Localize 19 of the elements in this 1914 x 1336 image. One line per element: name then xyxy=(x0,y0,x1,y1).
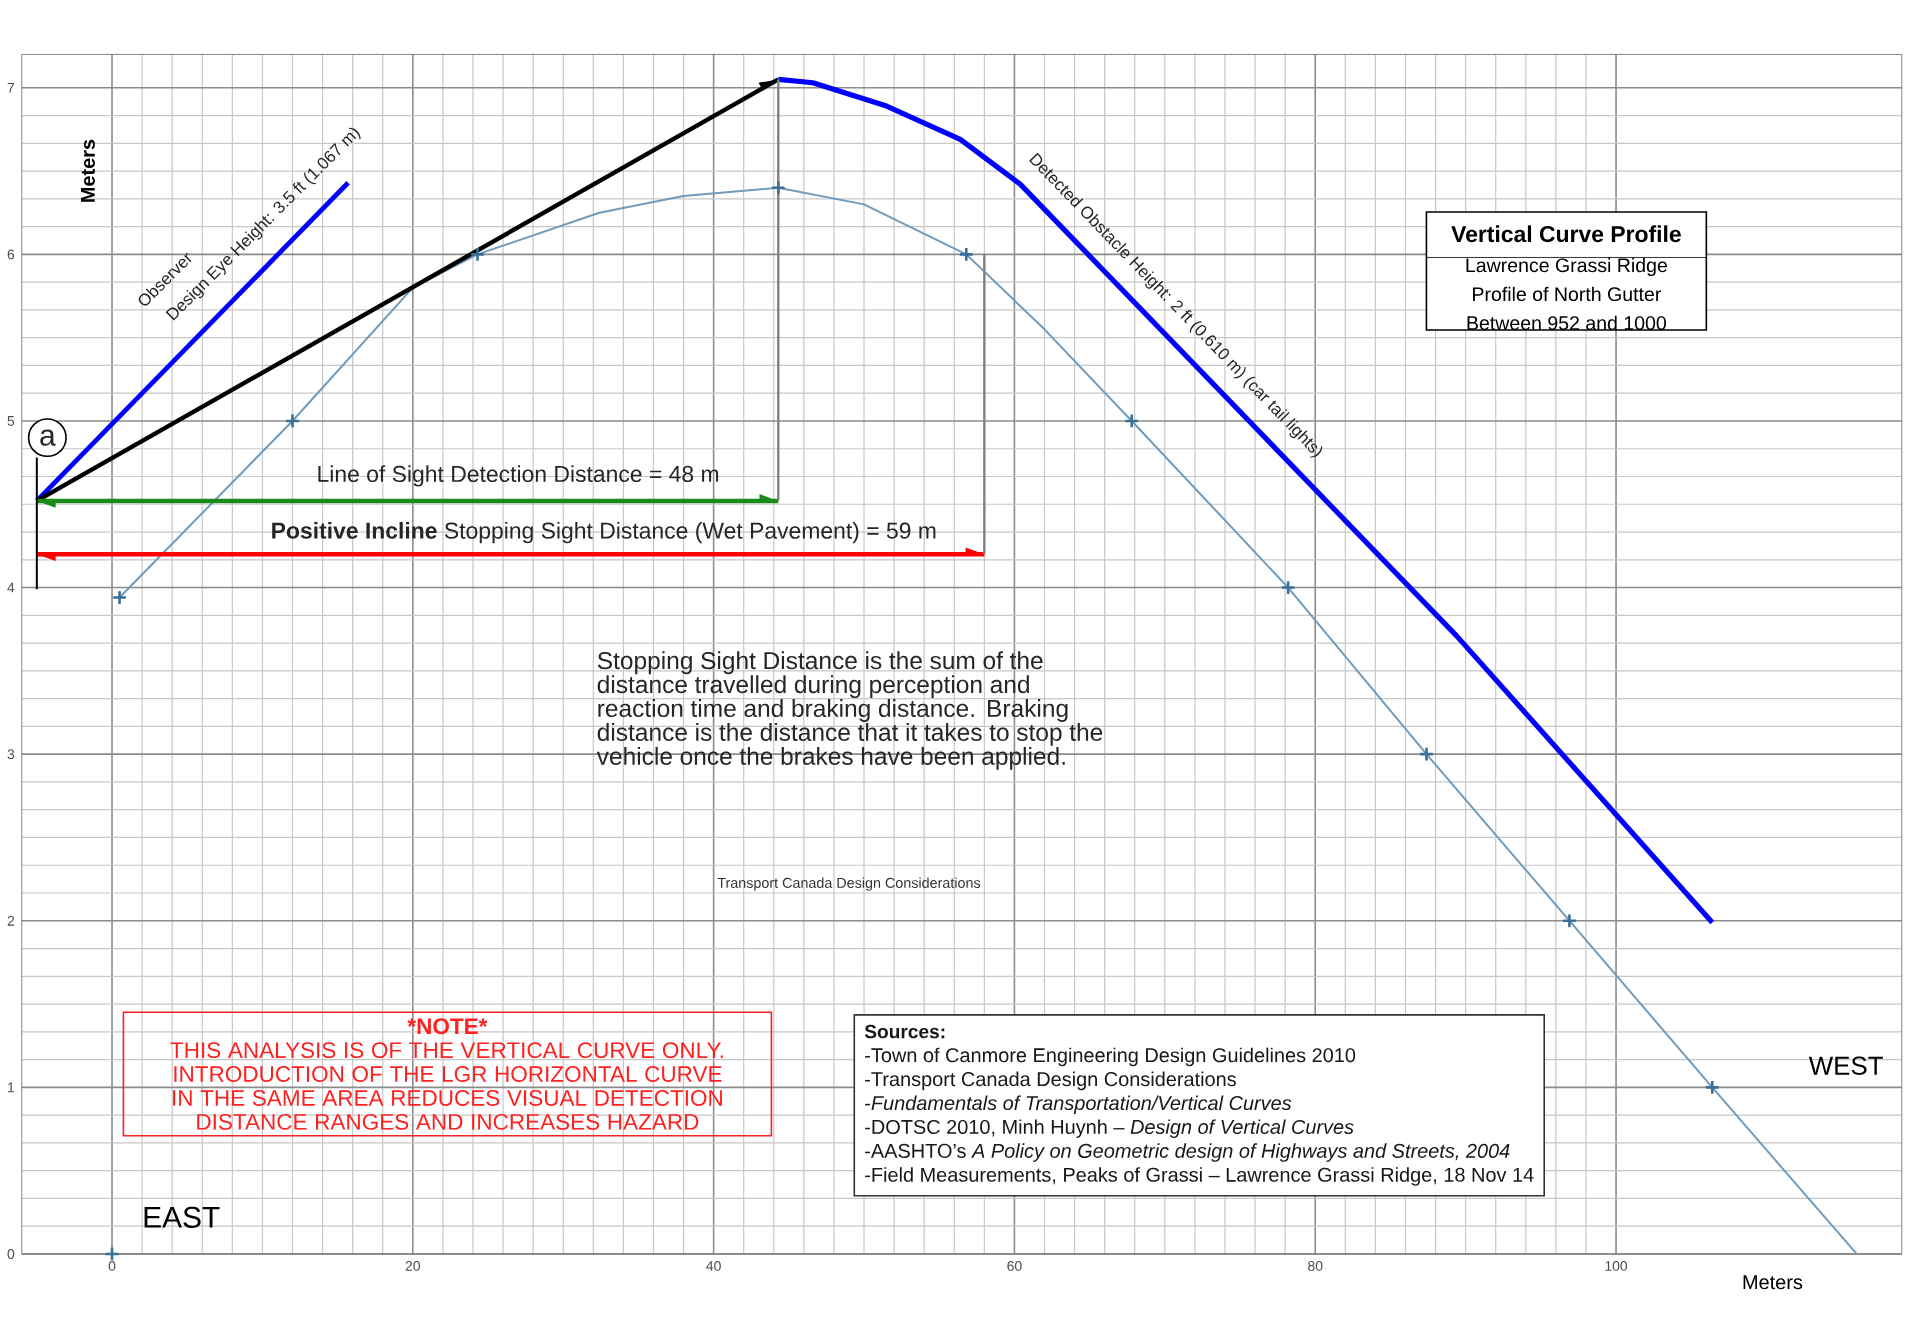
annotation: -DOTSC 2010, Minh Huynh – Design of Vertical Curves xyxy=(865,1119,1354,1138)
annotation: THIS ANALYSIS IS OF THE VERTICAL CURVE ONLY. INTRODUCTION OF THE LGR HORIZONTAL CURVE IN THE SAME AREA REDUCES VISUAL DETECTION DISTANCE RANGES AND INCREASES HAZARD xyxy=(170,1042,723,1130)
annotation: Stopping Sight Distance is the sum of the distance travelled during perception and reaction time and braking distance. Braking distance is the distance that it takes to stop the vehicle once the brakes have been applied. xyxy=(596,651,1103,770)
text: Vertical Curve Profile xyxy=(1451,225,1681,243)
annotation: -Transport Canada Design Considerations xyxy=(865,1071,1236,1091)
annotation: WEST xyxy=(1808,1056,1883,1075)
annotation: Positive Incline Stopping Sight Distance (Wet Pavement) = 59 m xyxy=(272,521,936,544)
x-axis-title: Meters xyxy=(1743,1275,1803,1290)
annotation: -Fundamentals of Transportation/Vertical Curves xyxy=(865,1095,1292,1115)
annotation: -AASHTO’s A Policy on Geometric design of Highways and Streets, 2004 xyxy=(865,1143,1510,1162)
annotation: *NOTE* xyxy=(407,1018,488,1035)
text: Lawrence Grassi Ridge Profile of North Gutter Between 952 and 1000 xyxy=(1466,257,1667,330)
annotation: Sources: xyxy=(864,1024,945,1039)
annotation: -Town of Canmore Engineering Design Guidelines 2010 xyxy=(865,1047,1356,1067)
annotation: EAST xyxy=(144,1206,220,1228)
y-axis-title: Meters xyxy=(80,139,95,202)
annotation: Line of Sight Detection Distance = 48 m xyxy=(318,465,719,487)
annotation: -Field Measurements, Peaks of Grassi – Lawrence Grassi Ridge, 18 Nov 14 xyxy=(865,1167,1534,1186)
annotation: a xyxy=(40,429,56,446)
